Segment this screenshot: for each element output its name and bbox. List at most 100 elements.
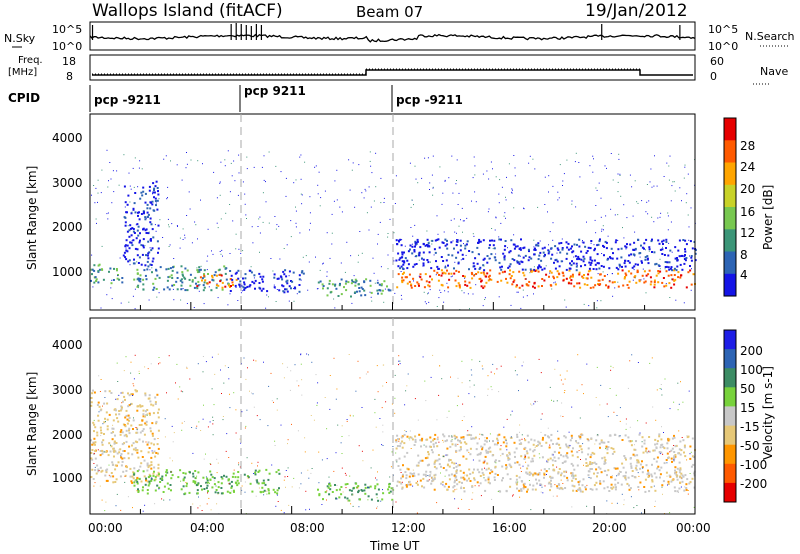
velocity-scatter-point — [382, 492, 385, 495]
power-scatter-point — [522, 271, 525, 274]
velocity-scatter-point — [520, 471, 522, 472]
velocity-scatter-point — [598, 442, 601, 445]
velocity-scatter-point — [268, 472, 271, 475]
power-scatter-point — [571, 245, 573, 248]
power-scatter-point — [665, 238, 668, 241]
power-scatter-point — [355, 279, 358, 282]
velocity-scatter-point — [479, 453, 482, 456]
power-scatter-point — [93, 185, 95, 186]
velocity-scatter-point — [442, 439, 444, 441]
power-scatter-point — [649, 181, 651, 183]
velocity-ytick-2000: 2000 — [52, 428, 83, 442]
velocity-scatter-point — [111, 427, 114, 430]
velocity-scatter-point — [144, 422, 147, 425]
power-scatter-point — [229, 204, 231, 205]
velocity-scatter-point — [674, 490, 677, 493]
velocity-scatter-point — [610, 476, 613, 479]
power-scatter-point — [533, 268, 536, 271]
power-scatter-point — [498, 272, 501, 275]
velocity-scatter-point — [263, 361, 264, 363]
velocity-scatter-point — [606, 500, 608, 502]
velocity-scatter-point — [580, 448, 583, 451]
power-scatter-point — [626, 243, 628, 246]
velocity-scatter-point — [405, 477, 408, 480]
velocity-scatter-point — [673, 457, 675, 459]
velocity-scatter-point — [412, 469, 414, 471]
power-scatter-point — [324, 190, 326, 192]
power-scatter-point — [216, 222, 218, 224]
velocity-scatter-point — [460, 441, 463, 444]
power-scatter-point — [468, 268, 470, 271]
power-scatter-point — [285, 275, 288, 278]
velocity-scatter-point — [126, 422, 129, 425]
velocity-scatter-point — [408, 437, 410, 439]
velocity-scatter-point — [206, 484, 209, 487]
power-scatter-point — [612, 179, 614, 181]
power-scatter-point — [474, 257, 477, 260]
power-scatter-point — [147, 257, 150, 260]
power-scatter-point — [594, 219, 596, 221]
power-scatter-point — [490, 161, 492, 163]
power-scatter-point — [155, 230, 157, 232]
velocity-scatter-point — [186, 367, 188, 369]
power-scatter-point — [167, 186, 169, 188]
power-scatter-point — [157, 190, 159, 191]
power-scatter-point — [351, 169, 353, 171]
velocity-scatter-point — [148, 394, 151, 397]
xtick-0400: 04:00 — [190, 521, 225, 535]
velocity-scatter-point — [433, 488, 436, 491]
velocity-scatter-point — [507, 458, 510, 461]
velocity-scatter-point — [372, 449, 374, 451]
power-scatter-point — [585, 277, 588, 280]
power-scatter-point — [598, 267, 601, 270]
power-scatter-point — [219, 182, 221, 184]
velocity-scatter-point — [230, 486, 233, 489]
velocity-scatter-point — [113, 442, 116, 445]
velocity-scatter-point — [255, 360, 257, 362]
power-scatter-point — [667, 215, 669, 217]
velocity-scatter-point — [287, 467, 289, 469]
velocity-scatter-point — [686, 478, 689, 481]
power-scatter-point — [146, 254, 149, 257]
velocity-scatter-point — [108, 390, 111, 393]
velocity-scatter-point — [103, 421, 106, 424]
power-scatter-point — [168, 288, 171, 291]
power-scatter-point — [194, 221, 196, 223]
power-scatter-point — [344, 282, 347, 285]
power-scatter-point — [460, 259, 462, 261]
power-scatter-point — [181, 179, 183, 181]
power-scatter-point — [317, 288, 319, 290]
power-scatter-point — [572, 262, 575, 265]
velocity-scatter-point — [453, 434, 456, 437]
power-scatter-point — [492, 244, 495, 247]
power-scatter-point — [604, 165, 606, 167]
power-scatter-point — [128, 301, 130, 303]
velocity-scatter-point — [636, 454, 639, 457]
power-scatter-point — [400, 244, 403, 247]
velocity-scatter-point — [613, 450, 616, 453]
velocity-scatter-point — [680, 472, 683, 475]
power-scatter-point — [358, 254, 359, 256]
power-scatter-point — [326, 271, 328, 273]
velocity-scatter-point — [220, 492, 223, 495]
velocity-scatter-point — [532, 474, 534, 477]
velocity-scatter-point — [667, 484, 668, 486]
velocity-scatter-point — [658, 433, 661, 436]
power-scatter-point — [668, 261, 671, 264]
power-scatter-point — [215, 284, 218, 287]
velocity-scatter-point — [164, 436, 166, 438]
velocity-scatter-point — [684, 486, 686, 488]
velocity-scatter-point — [413, 474, 416, 477]
power-scatter-point — [482, 264, 485, 267]
xtick-2400: 00:00 — [676, 521, 711, 535]
power-scatter-point — [364, 188, 366, 190]
power-scatter-point — [101, 169, 103, 171]
power-scatter-point — [426, 259, 429, 261]
velocity-scatter-point — [665, 471, 668, 474]
velocity-scatter-point — [619, 470, 621, 472]
velocity-scatter-point — [463, 441, 466, 444]
velocity-scatter-point — [142, 415, 145, 418]
power-scatter-point — [469, 286, 472, 289]
power-scatter-point — [473, 274, 476, 277]
power-scatter-point — [623, 204, 625, 206]
